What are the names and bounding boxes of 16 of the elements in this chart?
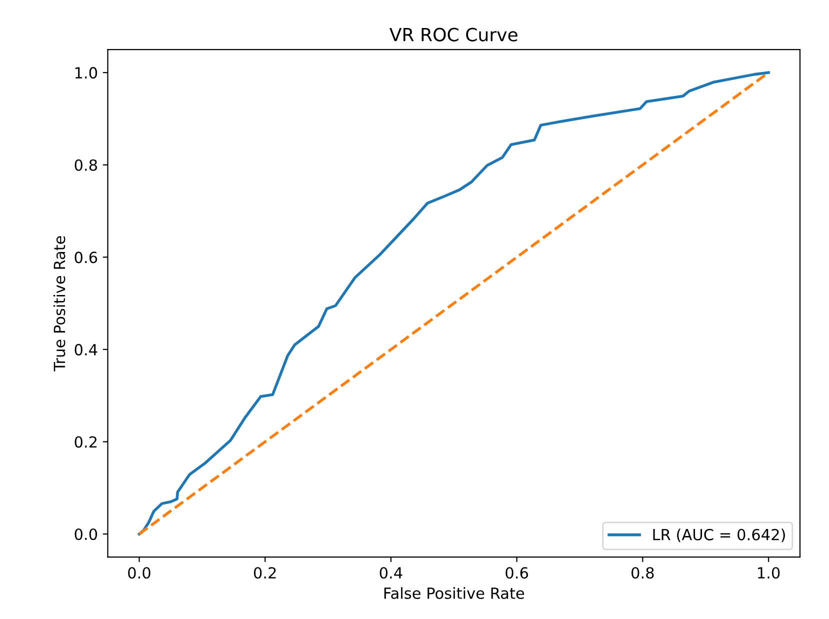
x-tick-label: 0.8 [632,567,654,579]
legend-label: LR (AUC = 0.642) [653,528,785,542]
x-tick-label: 0.0 [128,567,150,579]
x-tick-label: 0.2 [254,567,276,579]
y-tick-label: 0.2 [74,436,97,448]
y-tick-label: 0.8 [74,159,98,171]
y-tick-label: 0.4 [74,344,98,356]
x-tick-label: 0.6 [506,567,528,579]
x-tick-label: 0.4 [380,567,402,579]
y-axis-title: True Positive Rate [53,236,66,372]
y-tick-label: 0.6 [74,252,98,264]
x-tick-label: 1.0 [758,567,780,579]
y-tick-label: 0.0 [74,528,98,540]
chart-title: VR ROC Curve [390,28,518,42]
y-tick-label: 1.0 [75,67,98,79]
x-axis-title: False Positive Rate [384,587,524,599]
